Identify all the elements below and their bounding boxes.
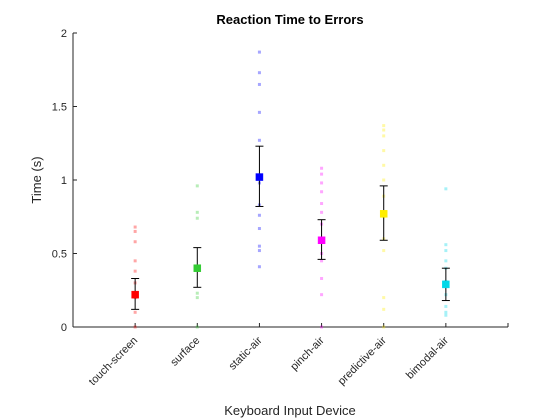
data-point — [382, 326, 385, 329]
data-point — [258, 214, 261, 217]
data-point — [134, 240, 137, 243]
y-axis-label: Time (s) — [29, 156, 44, 203]
data-point — [258, 111, 261, 114]
data-point — [134, 230, 137, 233]
data-point — [320, 173, 323, 176]
data-point — [196, 184, 199, 187]
data-point — [320, 326, 323, 329]
data-point — [382, 164, 385, 167]
data-point — [196, 296, 199, 299]
data-point — [382, 249, 385, 252]
data-point — [196, 292, 199, 295]
data-point — [444, 243, 447, 246]
data-point — [258, 71, 261, 74]
mean-marker — [256, 174, 263, 181]
data-point — [134, 270, 137, 273]
data-point — [134, 259, 137, 262]
y-tick-label: 0.5 — [52, 249, 67, 261]
data-point — [382, 129, 385, 132]
data-point — [320, 190, 323, 193]
data-point — [320, 181, 323, 184]
data-point — [444, 305, 447, 308]
data-point — [320, 293, 323, 296]
data-point — [258, 83, 261, 86]
data-point — [320, 277, 323, 280]
data-point — [382, 124, 385, 127]
data-point — [382, 296, 385, 299]
data-point — [134, 326, 137, 329]
data-point — [382, 179, 385, 182]
chart-title: Reaction Time to Errors — [216, 12, 363, 27]
data-point — [320, 202, 323, 205]
mean-marker — [194, 265, 201, 272]
data-point — [444, 314, 447, 317]
data-point — [382, 134, 385, 137]
data-point — [444, 187, 447, 190]
mean-marker — [442, 281, 449, 288]
y-tick-label: 1 — [61, 175, 67, 187]
data-point — [382, 149, 385, 152]
data-point — [258, 265, 261, 268]
data-point — [134, 311, 137, 314]
mean-marker — [318, 237, 325, 244]
data-point — [444, 311, 447, 314]
data-point — [382, 308, 385, 311]
data-point — [258, 227, 261, 230]
data-point — [258, 139, 261, 142]
data-point — [196, 326, 199, 329]
data-point — [320, 167, 323, 170]
data-point — [258, 249, 261, 252]
y-tick-label: 2 — [61, 28, 67, 40]
data-point — [196, 217, 199, 220]
data-point — [320, 211, 323, 214]
mean-marker — [380, 210, 387, 217]
data-point — [258, 245, 261, 248]
data-point — [444, 259, 447, 262]
x-axis-label: Keyboard Input Device — [224, 403, 356, 418]
data-point — [258, 51, 261, 54]
mean-marker — [132, 291, 139, 298]
y-tick-label: 0 — [61, 322, 67, 334]
data-point — [444, 249, 447, 252]
data-point — [134, 226, 137, 229]
y-tick-label: 1.5 — [52, 102, 67, 114]
data-point — [196, 211, 199, 214]
